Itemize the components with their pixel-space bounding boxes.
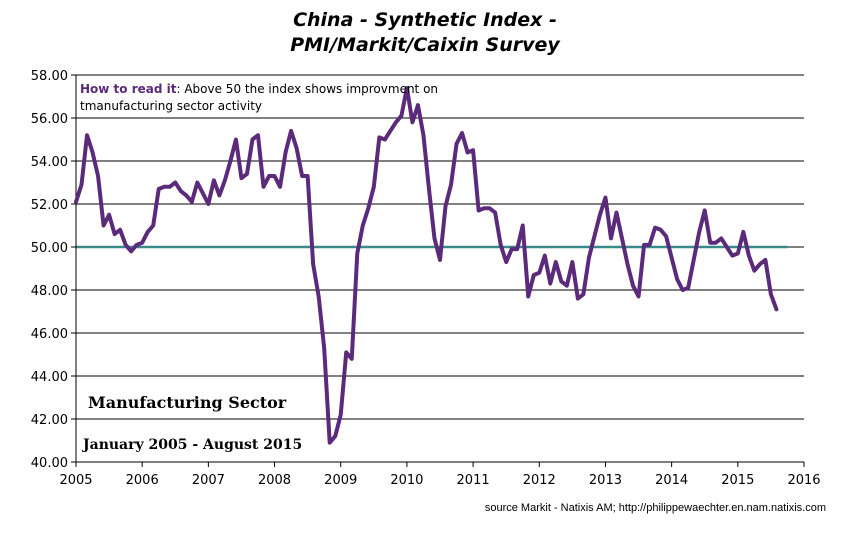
x-tick-label: 2005: [59, 473, 92, 488]
chart-title-line2: PMI/Markit/Caixin Survey: [290, 34, 561, 56]
sector-label: Manufacturing Sector: [88, 393, 287, 412]
note-key: How to read it: [80, 82, 177, 96]
x-tick-label: 2009: [324, 473, 357, 488]
y-tick-label: 52.00: [31, 198, 68, 213]
x-tick-label: 2012: [523, 473, 556, 488]
x-tick-label: 2014: [655, 473, 688, 488]
y-tick-label: 58.00: [31, 69, 68, 84]
chart-title-line1: China - Synthetic Index -: [293, 9, 557, 31]
y-tick-label: 50.00: [31, 241, 68, 256]
y-axis-ticks: 40.00 42.00 44.00 46.00 48.00 50.00 52.00 54.00…: [31, 69, 76, 471]
x-tick-label: 2013: [589, 473, 622, 488]
y-tick-label: 54.00: [31, 155, 68, 170]
note-text-2: tmanufacturing sector activity: [80, 99, 262, 113]
y-tick-label: 56.00: [31, 112, 68, 127]
y-tick-label: 40.00: [31, 456, 68, 471]
x-tick-label: 2007: [192, 473, 225, 488]
y-tick-label: 42.00: [31, 413, 68, 428]
y-tick-label: 46.00: [31, 327, 68, 342]
series-line-pmi: [74, 85, 779, 445]
y-tick-label: 44.00: [31, 370, 68, 385]
x-tick-label: 2010: [390, 473, 423, 488]
source-note: source Markit - Natixis AM; http://phili…: [485, 502, 826, 514]
x-tick-label: 2008: [258, 473, 291, 488]
x-tick-label: 2016: [787, 473, 820, 488]
x-axis-ticks: 2005 2006 2007 2008 2009 2010 2011 2012 2013 2014…: [59, 462, 821, 488]
period-label: January 2005 - August 2015: [81, 437, 302, 453]
note-text-1: : Above 50 the index shows improvment on: [176, 82, 438, 96]
x-tick-label: 2015: [721, 473, 754, 488]
x-tick-label: 2011: [457, 473, 490, 488]
x-tick-label: 2006: [126, 473, 159, 488]
y-tick-label: 48.00: [31, 284, 68, 299]
how-to-read-note: How to read it: Above 50 the index shows…: [80, 82, 438, 96]
